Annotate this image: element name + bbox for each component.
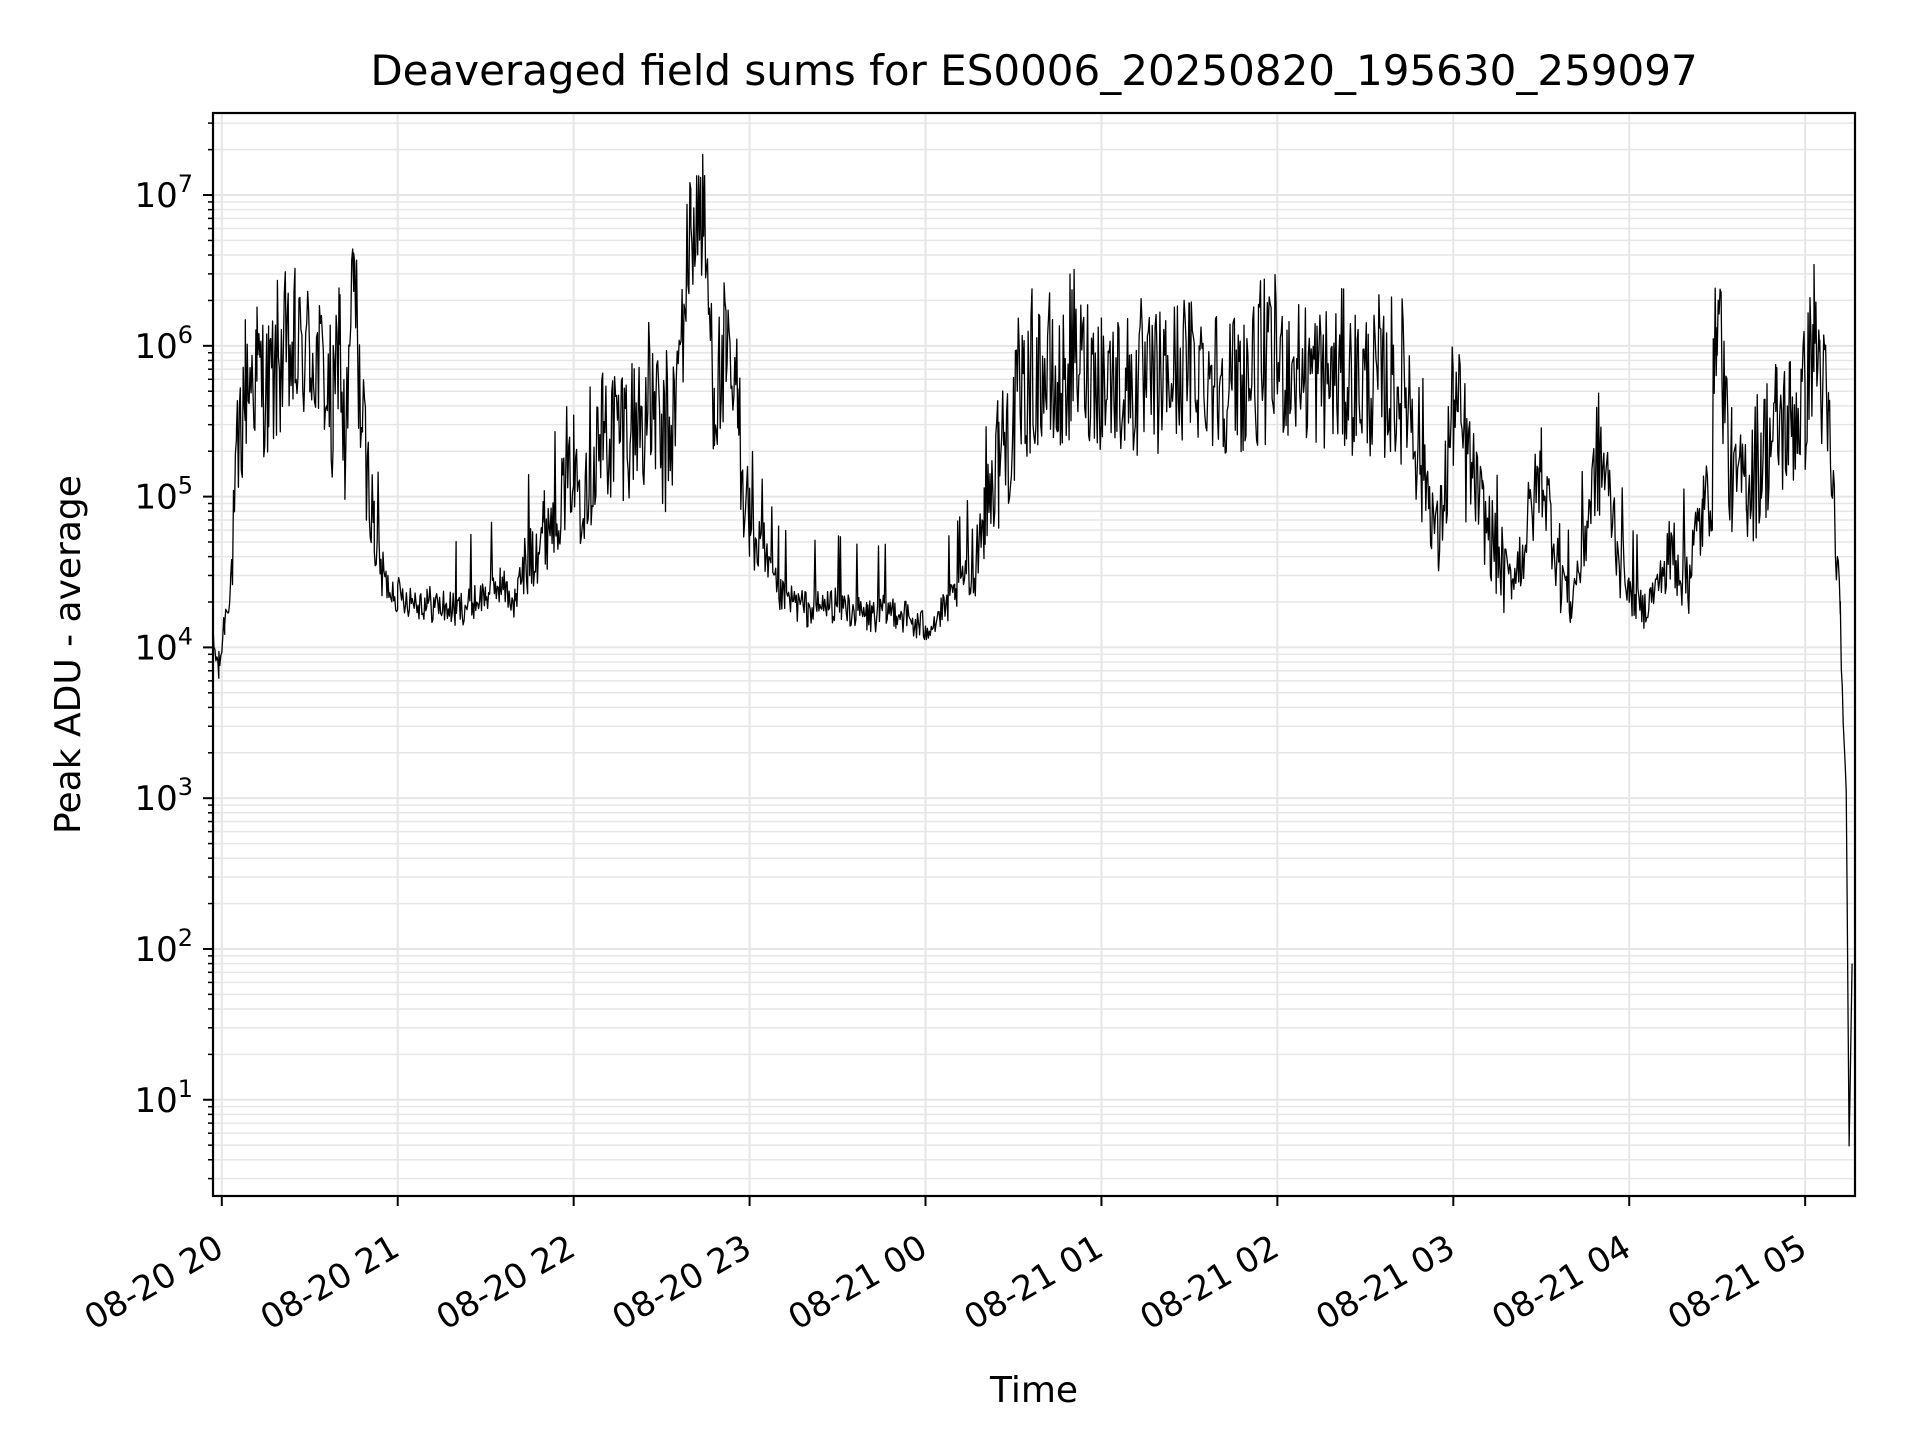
y-tick-label: 104 bbox=[134, 622, 193, 668]
line-layer bbox=[212, 153, 1853, 1147]
grid-layer bbox=[213, 113, 1855, 1196]
tick-layer bbox=[203, 122, 1807, 1206]
x-tick-label: 08-20 20 bbox=[78, 1227, 230, 1338]
x-tick-label: 08-21 03 bbox=[1309, 1227, 1461, 1338]
y-tick-label: 105 bbox=[134, 472, 193, 518]
y-tick-label: 101 bbox=[134, 1075, 193, 1121]
y-tick-label: 103 bbox=[134, 773, 193, 819]
y-axis-label: Peak ADU - average bbox=[48, 475, 89, 834]
chart-title: Deaveraged field sums for ES0006_2025082… bbox=[370, 46, 1697, 95]
y-tick-label: 106 bbox=[134, 321, 193, 367]
x-tick-label: 08-21 04 bbox=[1485, 1227, 1637, 1338]
y-tick-label: 102 bbox=[134, 924, 193, 970]
x-tick-label: 08-20 21 bbox=[254, 1227, 406, 1338]
x-tick-label: 08-20 22 bbox=[430, 1227, 582, 1338]
x-tick-label: 08-21 05 bbox=[1661, 1227, 1813, 1338]
y-tick-label: 107 bbox=[134, 170, 193, 216]
series-line bbox=[212, 153, 1853, 1147]
x-tick-label: 08-21 00 bbox=[782, 1227, 934, 1338]
x-axis-label: Time bbox=[989, 1370, 1078, 1411]
x-tick-label: 08-21 01 bbox=[958, 1227, 1110, 1338]
x-tick-label: 08-20 23 bbox=[606, 1227, 758, 1338]
x-tick-label: 08-21 02 bbox=[1133, 1227, 1285, 1338]
